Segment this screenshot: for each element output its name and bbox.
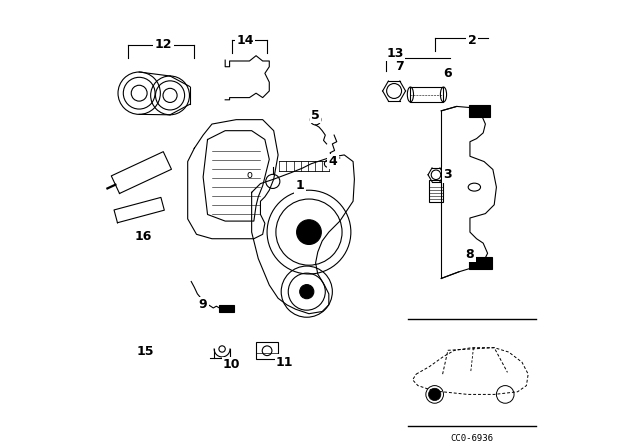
Text: 14: 14 [236,34,254,47]
Circle shape [296,220,321,245]
Circle shape [300,284,314,299]
Text: 7: 7 [395,60,404,73]
Text: CC0-6936: CC0-6936 [451,434,493,443]
Text: 12: 12 [155,38,172,51]
Text: o: o [246,170,252,180]
Text: 16: 16 [135,230,152,243]
Text: 1: 1 [296,179,305,192]
Text: 9: 9 [199,298,207,311]
Text: 5: 5 [311,109,320,122]
Bar [410,87,444,102]
Text: 6: 6 [444,67,452,80]
Text: 15: 15 [137,345,154,358]
Bar [469,257,492,269]
Text: 13: 13 [387,47,404,60]
Polygon shape [114,198,164,223]
Bar [469,105,490,116]
Polygon shape [111,152,172,194]
Text: 10: 10 [223,358,241,371]
Text: 8: 8 [466,248,474,261]
Bar [256,342,278,359]
Text: 2: 2 [468,34,477,47]
Bar [220,306,234,312]
Bar [429,180,443,202]
Text: 3: 3 [444,168,452,181]
Text: 4: 4 [329,155,338,168]
Text: 11: 11 [276,356,294,369]
Circle shape [429,388,441,401]
